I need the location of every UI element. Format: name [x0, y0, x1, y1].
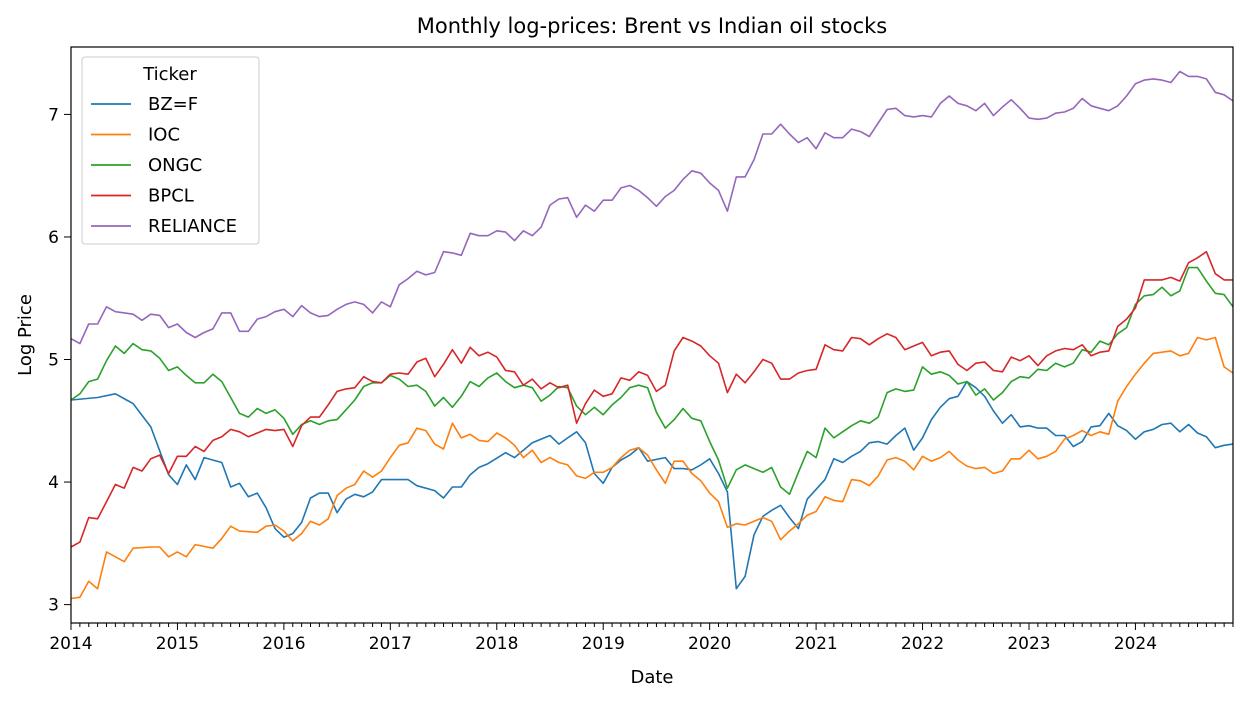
legend: Ticker BZ=F IOC ONGC BPCL RELIANCE [81, 56, 260, 245]
x-axis: 2014 2015 2016 2017 2018 2019 2020 2021 2022 2023… [49, 623, 1234, 654]
series-line-bpcl [70, 250, 1233, 548]
y-tick-label: 6 [48, 228, 59, 248]
x-tick-label: 2016 [262, 634, 305, 654]
y-tick-label: 4 [48, 473, 59, 493]
legend-label: BZ=F [148, 94, 198, 115]
y-axis-label: Log Price [15, 294, 36, 376]
x-tick-label: 2015 [156, 634, 199, 654]
series-line-bz-f [70, 380, 1234, 590]
x-tick-label: 2019 [582, 634, 625, 654]
x-tick-label: 2018 [475, 634, 518, 654]
legend-label: ONGC [148, 155, 202, 176]
legend-title: Ticker [142, 64, 197, 85]
x-tick-label: 2024 [1114, 634, 1157, 654]
x-tick-label: 2014 [49, 634, 92, 654]
x-tick-label: 2020 [688, 634, 731, 654]
y-tick-label: 7 [48, 105, 59, 125]
y-axis: 3 4 5 6 7 [48, 105, 71, 616]
legend-label: IOC [148, 125, 180, 146]
legend-label: RELIANCE [148, 216, 237, 237]
series-line-ioc [70, 336, 1234, 600]
x-tick-label: 2021 [794, 634, 837, 654]
x-tick-label: 2023 [1007, 634, 1050, 654]
y-tick-label: 3 [48, 596, 59, 616]
y-tick-label: 5 [48, 351, 59, 371]
series-line-reliance [70, 70, 1234, 345]
series-line-ongc [70, 266, 1234, 496]
x-tick-label: 2017 [369, 634, 412, 654]
x-tick-label: 2022 [901, 634, 944, 654]
x-axis-label: Date [630, 667, 673, 688]
legend-label: BPCL [148, 186, 194, 207]
legend-items: BZ=F IOC ONGC BPCL RELIANCE [91, 94, 237, 237]
series-layer [70, 70, 1234, 600]
chart-title: Monthly log-prices: Brent vs Indian oil … [417, 14, 887, 38]
plot-frame [70, 46, 1234, 624]
